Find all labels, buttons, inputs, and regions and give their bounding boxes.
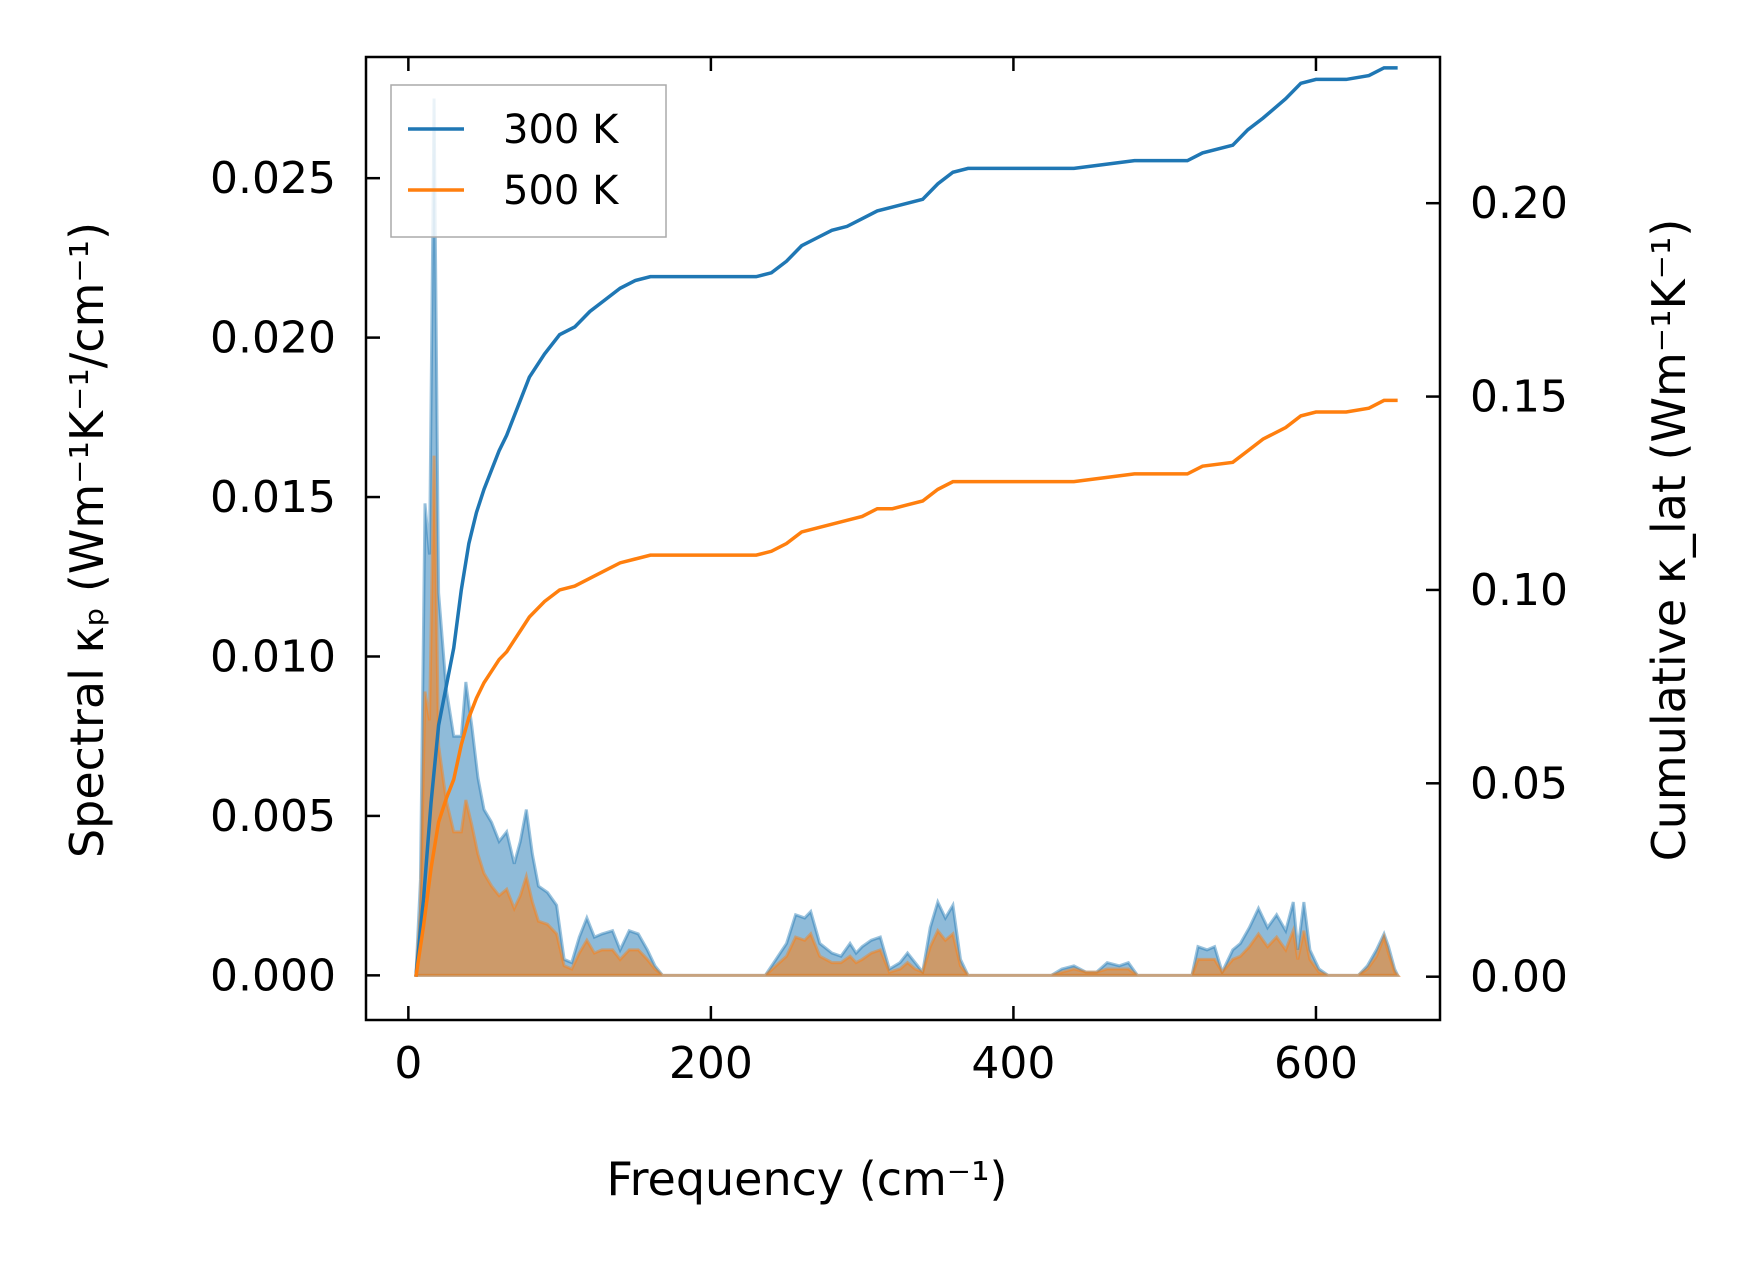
right-y-tick-label: 0.00 bbox=[1470, 952, 1568, 1003]
left-y-axis-label: Spectral κₚ (Wm⁻¹K⁻¹/cm⁻¹) bbox=[60, 222, 114, 858]
left-y-tick-label: 0.005 bbox=[210, 791, 336, 842]
cumulative-line-300k bbox=[414, 66, 1398, 977]
spectral-area-500k bbox=[414, 455, 1402, 977]
left-y-tick-label: 0.000 bbox=[210, 950, 336, 1001]
spectral-area-300k bbox=[414, 98, 1401, 977]
x-tick-label: 600 bbox=[1274, 1038, 1358, 1089]
x-tick-label: 200 bbox=[669, 1038, 753, 1089]
x-tick-label: 400 bbox=[971, 1038, 1055, 1089]
legend: 300 K 500 K bbox=[390, 84, 667, 238]
cumulative-lines bbox=[414, 66, 1398, 977]
left-y-tick-label: 0.015 bbox=[210, 472, 336, 523]
legend-label-500k: 500 K bbox=[503, 168, 620, 214]
x-axis-ticks: 0 200 400 600 bbox=[394, 57, 1358, 1089]
left-y-tick-label: 0.020 bbox=[210, 313, 336, 364]
left-y-axis-ticks: 0.000 0.005 0.010 0.015 0.020 0.025 bbox=[210, 153, 380, 1001]
x-tick-label: 0 bbox=[394, 1038, 422, 1089]
legend-box bbox=[390, 84, 667, 238]
plot-frame bbox=[364, 55, 1442, 1022]
right-y-axis-ticks: 0.00 0.05 0.10 0.15 0.20 bbox=[1426, 178, 1568, 1003]
right-y-tick-label: 0.05 bbox=[1470, 758, 1568, 809]
right-y-tick-label: 0.15 bbox=[1470, 372, 1568, 423]
left-y-tick-label: 0.010 bbox=[210, 631, 336, 682]
legend-label-300k: 300 K bbox=[503, 107, 620, 153]
spectral-areas bbox=[414, 98, 1402, 977]
right-y-tick-label: 0.10 bbox=[1470, 565, 1568, 616]
left-y-tick-label: 0.025 bbox=[210, 153, 336, 204]
cumulative-line-500k bbox=[414, 398, 1398, 977]
right-y-axis-label: Cumulative κ_lat (Wm⁻¹K⁻¹) bbox=[1642, 219, 1696, 862]
right-y-tick-label: 0.20 bbox=[1470, 178, 1568, 229]
x-axis-label: Frequency (cm⁻¹) bbox=[607, 1152, 1008, 1206]
